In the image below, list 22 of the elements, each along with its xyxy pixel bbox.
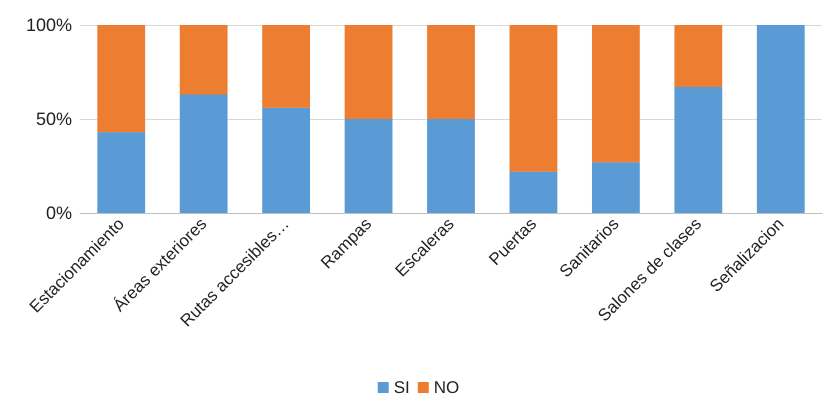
bar — [180, 25, 228, 95]
bar — [674, 25, 722, 88]
bar — [756, 25, 805, 213]
bar — [97, 132, 146, 213]
bar — [510, 172, 558, 213]
bar — [344, 119, 392, 213]
bar — [592, 25, 640, 162]
bar — [344, 25, 392, 119]
bar — [510, 25, 558, 172]
legend-label: SI — [394, 378, 410, 397]
bar — [427, 25, 475, 119]
legend-label: NO — [434, 378, 460, 397]
y-tick-label: 0% — [46, 203, 72, 223]
bar — [180, 94, 228, 213]
bar — [262, 108, 310, 213]
bar — [674, 87, 722, 213]
bar — [97, 25, 146, 132]
bar — [592, 162, 640, 213]
bar — [262, 25, 310, 108]
bar — [427, 119, 475, 213]
y-tick-label: 50% — [36, 109, 72, 129]
y-tick-label: 100% — [26, 15, 72, 35]
